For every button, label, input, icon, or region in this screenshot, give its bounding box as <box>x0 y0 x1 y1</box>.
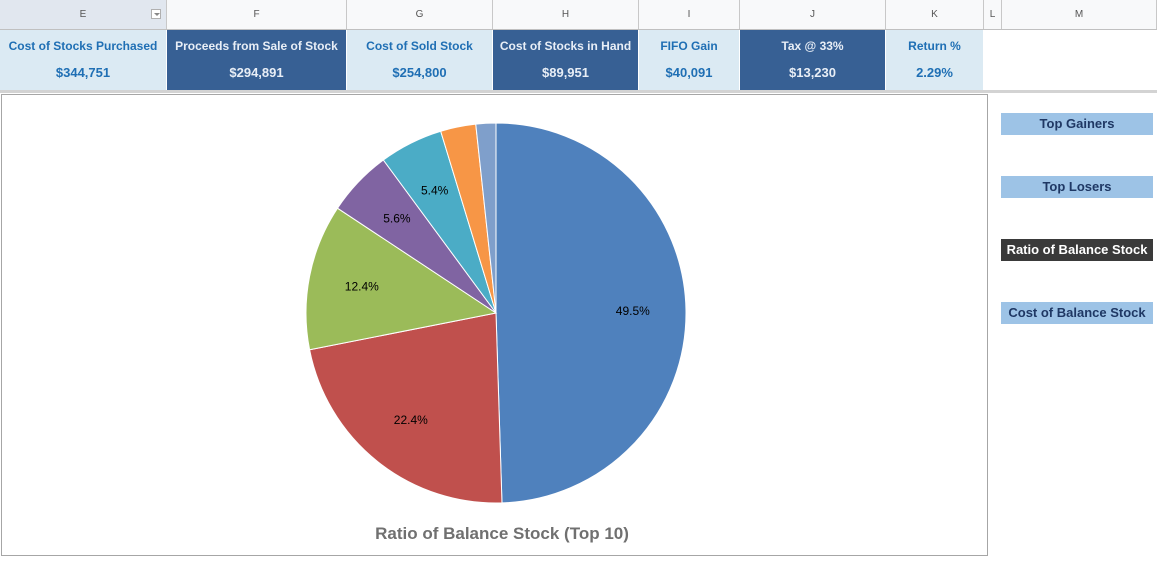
chart-title: Ratio of Balance Stock (Top 10) <box>375 524 629 543</box>
kpi-value: $294,891 <box>229 65 284 80</box>
kpi-label: Proceeds from Sale of Stock <box>175 39 338 53</box>
column-letter: F <box>253 9 260 20</box>
column-header-row: E F G H I J K L M <box>0 0 1157 30</box>
kpi-card[interactable]: Tax @ 33% $13,230 <box>740 30 885 90</box>
nav-button-cost-of-balance-stock[interactable]: Cost of Balance Stock <box>1001 302 1153 324</box>
kpi-value: $344,751 <box>55 65 111 80</box>
column-header-k[interactable]: K <box>886 0 984 29</box>
slice-data-label: 5.6% <box>383 212 411 226</box>
pie-slice[interactable] <box>495 122 687 504</box>
chart-area[interactable]: 49.5% 22.4% 12.4% 5.6% 5.4% Ratio of Balance… <box>1 94 988 556</box>
nav-button-top-losers[interactable]: Top Losers <box>1001 176 1153 198</box>
kpi-value: $89,951 <box>542 65 589 80</box>
column-header-l[interactable]: L <box>984 0 1002 29</box>
column-letter: J <box>810 9 815 20</box>
kpi-label: FIFO Gain <box>660 39 718 53</box>
column-letter: M <box>1074 9 1084 20</box>
kpi-label: Return % <box>908 39 961 53</box>
column-letter: L <box>989 9 996 20</box>
kpi-card[interactable]: Proceeds from Sale of Stock $294,891 <box>167 30 346 90</box>
pie-slice[interactable] <box>309 312 503 504</box>
kpi-card[interactable]: Return % 2.29% <box>886 30 983 90</box>
kpi-value: $13,230 <box>789 65 836 80</box>
frozen-pane-divider <box>0 90 1157 93</box>
column-letter: E <box>79 9 87 20</box>
column-letter: I <box>687 9 691 20</box>
kpi-label: Tax @ 33% <box>781 39 844 53</box>
kpi-card[interactable]: Cost of Sold Stock $254,800 <box>347 30 492 90</box>
column-header-g[interactable]: G <box>347 0 493 29</box>
pie-slice[interactable] <box>475 122 497 314</box>
column-header-e[interactable]: E <box>0 0 167 29</box>
kpi-label: Cost of Sold Stock <box>366 39 473 53</box>
kpi-card[interactable]: Cost of Stocks in Hand $89,951 <box>493 30 638 90</box>
kpi-card[interactable]: FIFO Gain $40,091 <box>639 30 739 90</box>
kpi-value: $40,091 <box>665 65 713 80</box>
column-header-h[interactable]: H <box>493 0 639 29</box>
column-header-i[interactable]: I <box>639 0 740 29</box>
pie-slice[interactable] <box>305 207 498 351</box>
kpi-value: $254,800 <box>392 65 447 80</box>
pie-chart: 49.5% 22.4% 12.4% 5.6% 5.4% Ratio of Balance… <box>305 122 687 543</box>
kpi-label: Cost of Stocks in Hand <box>499 39 632 53</box>
nav-button-ratio-of-balance-stock[interactable]: Ratio of Balance Stock <box>1001 239 1153 261</box>
column-letter: G <box>415 9 424 20</box>
slice-data-label: 22.4% <box>394 413 428 427</box>
nav-button-top-gainers[interactable]: Top Gainers <box>1001 113 1153 135</box>
column-header-f[interactable]: F <box>167 0 347 29</box>
column-letter: H <box>561 9 570 20</box>
kpi-value: 2.29% <box>916 65 953 80</box>
column-header-j[interactable]: J <box>740 0 886 29</box>
kpi-card[interactable]: Cost of Stocks Purchased $344,751 <box>0 30 166 90</box>
filter-dropdown-icon[interactable] <box>151 9 161 19</box>
slice-data-label: 5.4% <box>421 184 449 198</box>
slice-data-label: 12.4% <box>345 280 379 294</box>
kpi-label: Cost of Stocks Purchased <box>8 39 158 53</box>
column-header-m[interactable]: M <box>1002 0 1157 29</box>
slice-data-label: 49.5% <box>616 304 650 318</box>
column-letter: K <box>931 9 938 20</box>
